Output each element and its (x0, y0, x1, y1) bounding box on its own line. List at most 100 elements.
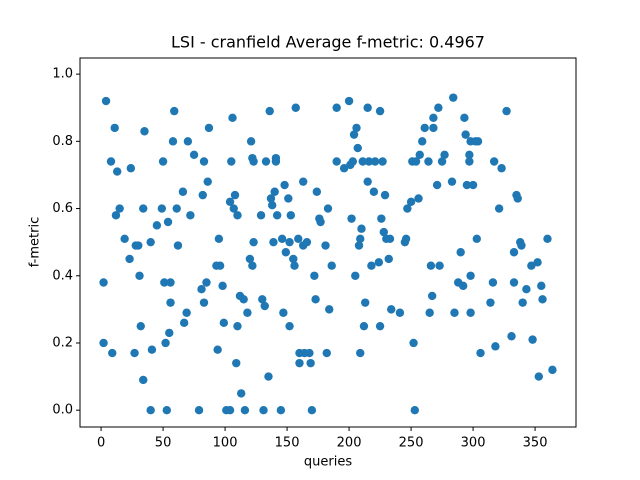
point (486, 298, 495, 307)
point (230, 190, 240, 200)
point (218, 281, 227, 291)
point (166, 298, 175, 307)
point (166, 278, 175, 287)
point (395, 308, 405, 317)
point (429, 123, 438, 133)
point (271, 157, 281, 166)
point (106, 157, 116, 166)
point (364, 157, 374, 166)
point (233, 321, 242, 331)
point (243, 308, 252, 317)
point (466, 308, 475, 317)
point (387, 305, 396, 314)
point (325, 305, 334, 314)
point (256, 211, 266, 220)
point (110, 123, 119, 133)
point (290, 261, 299, 270)
point (420, 123, 429, 133)
point (427, 291, 437, 301)
point (182, 308, 191, 317)
point (533, 258, 542, 267)
point (361, 298, 370, 307)
point (111, 211, 121, 220)
point (425, 308, 434, 317)
point (456, 248, 465, 257)
point (497, 164, 506, 173)
point (462, 180, 472, 190)
point (491, 342, 500, 351)
point (179, 318, 189, 328)
point (358, 157, 367, 166)
point (339, 164, 349, 173)
point (327, 261, 336, 270)
point (135, 271, 144, 280)
plot-frame (79, 57, 577, 428)
point (509, 248, 519, 257)
point (280, 180, 289, 190)
x-tick-label: 350 (523, 436, 548, 451)
point (375, 321, 385, 331)
point (466, 271, 475, 280)
point (202, 278, 211, 287)
point (228, 113, 237, 123)
point (165, 328, 174, 338)
point (403, 204, 412, 213)
point (522, 285, 531, 294)
point (307, 405, 317, 415)
point (101, 96, 111, 106)
point (517, 241, 526, 250)
point (261, 157, 271, 166)
point (429, 113, 438, 123)
point (380, 190, 390, 200)
point (246, 137, 256, 146)
point (199, 157, 209, 166)
point (353, 143, 362, 153)
point (272, 211, 282, 220)
point (401, 234, 411, 244)
point (473, 137, 483, 146)
point (183, 137, 193, 146)
point (108, 348, 117, 358)
point (332, 157, 341, 166)
point (312, 187, 322, 196)
chart-title: LSI - cranfield Average f-metric: 0.4967 (171, 33, 485, 52)
point (385, 234, 395, 244)
point (465, 157, 474, 166)
point (245, 254, 255, 264)
y-tick-label: 0.2 (52, 335, 73, 350)
point (146, 237, 155, 247)
point (140, 127, 149, 136)
point (332, 103, 341, 112)
point (157, 204, 167, 213)
point (197, 285, 206, 294)
point (468, 180, 478, 190)
point (214, 234, 224, 244)
point (305, 348, 314, 358)
point (316, 217, 325, 227)
point (352, 123, 361, 133)
point (410, 405, 419, 415)
point (198, 190, 207, 200)
point (286, 211, 295, 220)
point (259, 405, 268, 415)
point (276, 405, 286, 415)
point (518, 298, 527, 307)
point (219, 318, 229, 328)
point (543, 234, 552, 244)
point (99, 278, 108, 287)
x-tick-label: 300 (461, 436, 486, 451)
point (248, 153, 257, 163)
point (460, 113, 469, 123)
point (299, 177, 308, 186)
point (160, 278, 169, 287)
point (347, 214, 356, 223)
point (461, 130, 470, 139)
point (310, 271, 319, 280)
point (465, 150, 474, 159)
point (406, 197, 416, 207)
point (418, 137, 427, 146)
point (130, 348, 139, 358)
point (215, 261, 225, 270)
x-tick-label: 50 (155, 436, 172, 451)
